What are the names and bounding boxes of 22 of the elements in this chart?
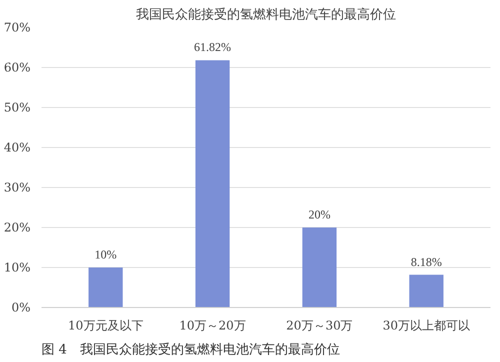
x-tick-label: 20万～30万: [286, 318, 353, 332]
data-label: 61.82%: [194, 40, 232, 54]
data-label: 20%: [308, 208, 330, 222]
x-tick-label: 30万以上都可以: [382, 318, 470, 332]
y-tick-label: 30%: [4, 180, 30, 194]
y-tick-label: 50%: [4, 100, 30, 114]
chart-title: 我国民众能接受的氢燃料电池汽车的最高价位: [136, 6, 396, 22]
y-tick-label: 10%: [4, 260, 30, 274]
x-tick-label: 10万～20万: [179, 318, 246, 332]
bar: [409, 274, 444, 308]
caption: 图 4 我国民众能接受的氢燃料电池汽车的最高价位: [42, 342, 340, 358]
y-tick-label: 60%: [4, 60, 30, 74]
y-tick-label: 0%: [11, 300, 31, 314]
bar: [302, 228, 337, 308]
y-tick-label: 20%: [4, 220, 30, 234]
x-tick-label: 10万元及以下: [68, 318, 144, 332]
bar: [88, 268, 123, 308]
data-label: 10%: [94, 248, 117, 262]
y-tick-label: 40%: [4, 140, 30, 154]
y-tick-label: 70%: [4, 20, 30, 34]
data-label: 8.18%: [410, 254, 442, 269]
bar: [195, 60, 230, 308]
